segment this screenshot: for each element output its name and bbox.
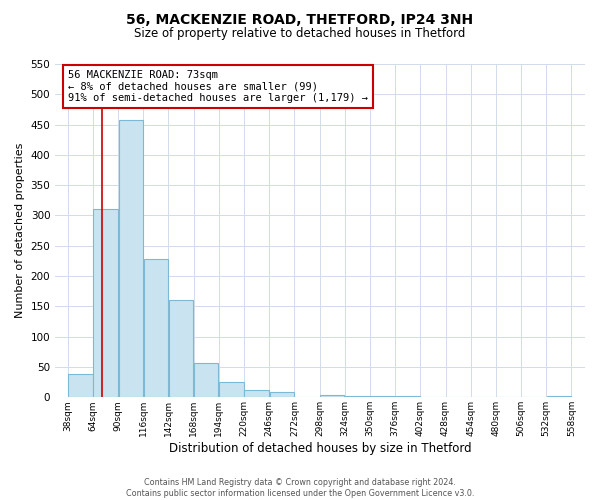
Bar	[345, 396, 370, 398]
Text: Size of property relative to detached houses in Thetford: Size of property relative to detached ho…	[134, 28, 466, 40]
Bar	[119, 120, 143, 398]
Bar	[269, 392, 294, 398]
Bar	[395, 396, 420, 398]
Bar	[547, 396, 571, 398]
Bar	[320, 396, 344, 398]
Bar	[244, 390, 269, 398]
Bar	[219, 382, 244, 398]
Text: 56 MACKENZIE ROAD: 73sqm
← 8% of detached houses are smaller (99)
91% of semi-de: 56 MACKENZIE ROAD: 73sqm ← 8% of detache…	[68, 70, 368, 103]
Bar	[370, 396, 395, 398]
Bar	[194, 363, 218, 398]
Bar	[68, 374, 92, 398]
X-axis label: Distribution of detached houses by size in Thetford: Distribution of detached houses by size …	[169, 442, 472, 455]
Text: Contains HM Land Registry data © Crown copyright and database right 2024.
Contai: Contains HM Land Registry data © Crown c…	[126, 478, 474, 498]
Bar	[169, 300, 193, 398]
Bar	[94, 210, 118, 398]
Text: 56, MACKENZIE ROAD, THETFORD, IP24 3NH: 56, MACKENZIE ROAD, THETFORD, IP24 3NH	[127, 12, 473, 26]
Bar	[143, 258, 168, 398]
Y-axis label: Number of detached properties: Number of detached properties	[15, 143, 25, 318]
